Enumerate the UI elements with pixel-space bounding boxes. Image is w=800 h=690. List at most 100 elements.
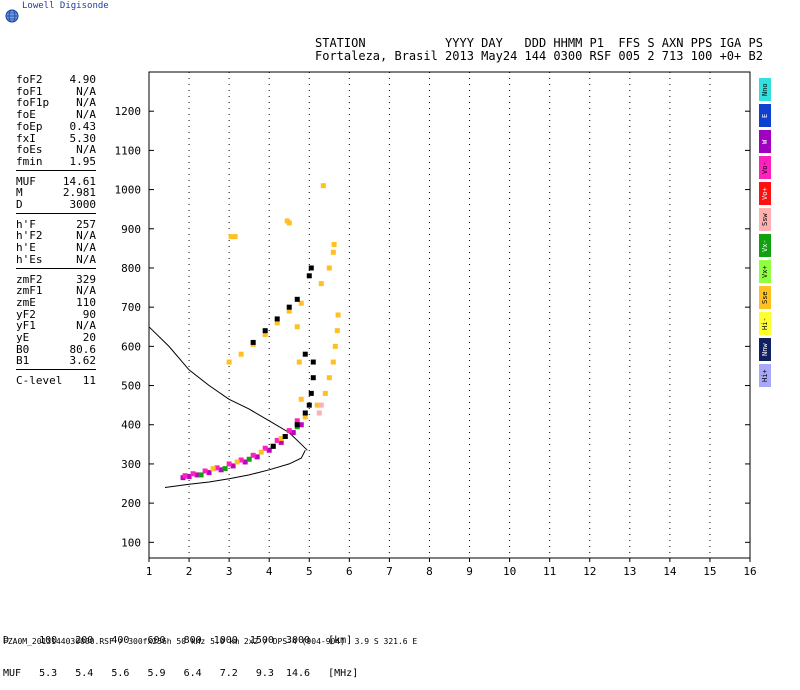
x-tick-label: 12	[583, 565, 596, 578]
param-label: h'F2	[16, 229, 43, 243]
param-label: B1	[16, 354, 30, 368]
param-value: N/A	[76, 284, 96, 298]
echo-point	[266, 447, 272, 453]
file-info: FZA0M_2013144030000.RSF / 300fx256h 50 k…	[3, 637, 418, 646]
globe-icon	[5, 9, 19, 23]
param-value: 90	[82, 307, 96, 321]
echo-point	[314, 402, 320, 408]
echo-point	[286, 304, 292, 310]
echo-point	[250, 339, 256, 345]
y-tick-label: 600	[121, 340, 141, 353]
param-label: B0	[16, 342, 30, 356]
echo-point	[278, 439, 284, 445]
param-value: N/A	[76, 96, 96, 110]
echo-point	[294, 422, 300, 428]
param-label: h'Es	[16, 252, 43, 266]
param-separator	[16, 267, 96, 269]
echo-point	[210, 466, 216, 472]
param-label: MUF	[16, 174, 36, 188]
legend-item: Sse	[759, 286, 771, 309]
echo-point	[286, 308, 292, 314]
legend-item: W	[759, 130, 771, 153]
y-tick-label: 800	[121, 262, 141, 275]
echo-point	[310, 375, 316, 381]
plot-frame	[148, 71, 751, 559]
x-tick-label: 14	[663, 565, 677, 578]
echo-point	[326, 375, 332, 381]
header-line-2: Fortaleza, Brasil 2013 May24 144 0300 RS…	[315, 49, 763, 63]
echo-point	[322, 390, 328, 396]
y-tick-label: 700	[121, 301, 141, 314]
echo-point	[331, 241, 337, 247]
echo-point	[262, 328, 268, 334]
legend-item: E	[759, 104, 771, 127]
y-tick-label: 200	[121, 497, 141, 510]
x-tick-label: 13	[623, 565, 636, 578]
ionogram-chart: 1 2 3 4 5 6 7 8 9 10 11 12 13 14 15 1610020030040050060…	[115, 71, 757, 578]
echo-point	[290, 430, 296, 436]
echo-point	[222, 466, 228, 472]
param-row: yF2 90	[16, 307, 96, 321]
param-value: 0.43	[69, 119, 97, 133]
param-row: h'F 257	[16, 218, 96, 231]
echo-point	[232, 234, 238, 240]
param-value: 20	[82, 331, 96, 344]
echo-point	[238, 351, 244, 357]
param-row: B0 80.6	[16, 342, 96, 356]
echo-point	[218, 467, 224, 473]
param-separator	[16, 369, 96, 371]
legend-item: Hi-	[759, 312, 771, 335]
echo-point	[286, 428, 292, 434]
param-value: 11	[82, 374, 96, 388]
legend-item: Vo-	[759, 156, 771, 179]
param-label: foF2	[16, 73, 43, 86]
echo-point	[186, 473, 192, 479]
echo-point	[206, 470, 212, 476]
param-value: N/A	[76, 319, 96, 333]
echo-point	[318, 402, 324, 408]
x-tick-label: 7	[386, 565, 393, 578]
echo-point	[250, 452, 256, 458]
x-tick-label: 1	[146, 565, 153, 578]
header-line-1: STATION YYYY DAY DDD HHMM P1 FFS S AXN P…	[315, 36, 763, 50]
y-tick-label: 1100	[115, 144, 142, 157]
param-row: yE 20	[16, 331, 96, 344]
echo-point	[308, 390, 314, 396]
echo-point	[286, 220, 292, 226]
y-tick-label: 100	[121, 536, 141, 549]
y-tick-label: 900	[121, 223, 141, 236]
param-label: fxI	[16, 131, 36, 145]
param-label: yF2	[16, 307, 36, 321]
echo-point	[234, 459, 240, 465]
param-value: N/A	[76, 84, 96, 98]
legend-item: Nno	[759, 78, 771, 101]
param-row: B1 3.62	[16, 354, 96, 368]
legend-item: Vo+	[759, 182, 771, 205]
param-label: M	[16, 186, 23, 200]
echo-point	[190, 471, 196, 477]
param-value: N/A	[76, 229, 96, 243]
param-value: 110	[76, 295, 96, 309]
x-tick-label: 4	[266, 565, 273, 578]
y-tick-label: 1000	[115, 184, 142, 197]
param-row: foE N/A	[16, 108, 96, 122]
legend-item: Nnw	[759, 338, 771, 361]
echo-point	[320, 183, 326, 189]
param-label: yE	[16, 331, 30, 344]
param-label: foE	[16, 108, 36, 122]
param-label: D	[16, 198, 23, 211]
param-row: zmF2 329	[16, 273, 96, 286]
param-value: 1.95	[69, 154, 97, 168]
logo-text: Lowell Digisonde	[22, 1, 109, 11]
echo-point	[330, 249, 336, 255]
param-row: M 2.981	[16, 186, 96, 200]
param-row: yF1 N/A	[16, 319, 96, 333]
param-separator	[16, 169, 96, 171]
y-tick-label: 400	[121, 419, 141, 432]
echo-point	[270, 443, 276, 449]
echo-point	[316, 410, 322, 416]
x-tick-label: 11	[543, 565, 556, 578]
legend-item: Ssw	[759, 208, 771, 231]
echo-point	[238, 457, 244, 463]
echo-point	[226, 461, 232, 467]
